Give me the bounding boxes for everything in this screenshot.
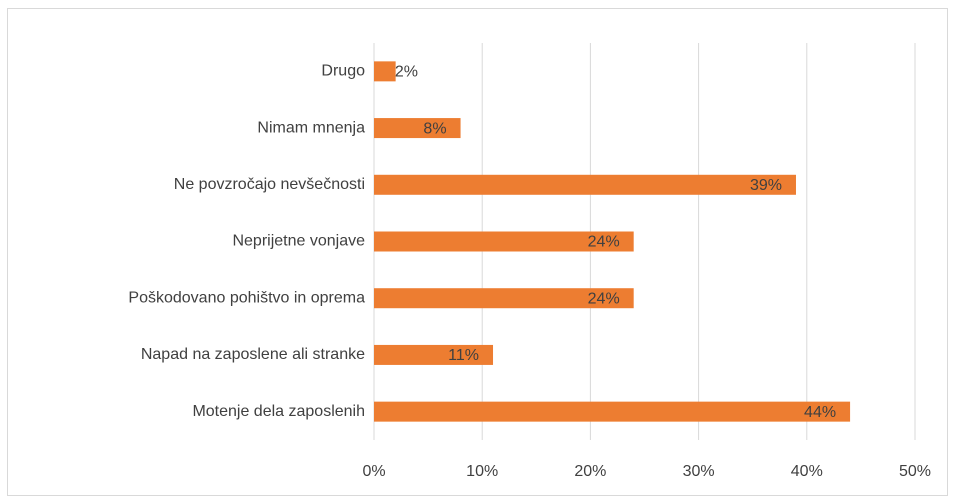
data-label: 24% xyxy=(588,234,620,251)
x-tick-label: 50% xyxy=(899,463,931,480)
y-tick-label: Motenje dela zaposlenih xyxy=(192,403,365,420)
bar xyxy=(374,231,634,252)
bar xyxy=(374,401,851,422)
bar xyxy=(374,174,796,195)
x-tick-label: 40% xyxy=(791,463,823,480)
x-tick-label: 30% xyxy=(683,463,715,480)
y-tick-label: Poškodovano pohištvo in oprema xyxy=(128,289,365,306)
bar xyxy=(374,344,494,365)
x-tick-label: 0% xyxy=(362,463,385,480)
data-label: 2% xyxy=(395,64,418,81)
x-tick-label: 20% xyxy=(574,463,606,480)
bar xyxy=(374,288,634,309)
data-label: 8% xyxy=(423,120,446,137)
x-tick-label: 10% xyxy=(466,463,498,480)
bar xyxy=(374,118,461,139)
y-tick-label: Drugo xyxy=(321,63,365,80)
data-label: 44% xyxy=(804,404,836,421)
data-label: 39% xyxy=(750,177,782,194)
data-label: 11% xyxy=(448,347,479,364)
y-tick-label: Nimam mnenja xyxy=(257,119,365,136)
bar xyxy=(374,61,396,82)
y-tick-label: Napad na zaposlene ali stranke xyxy=(141,346,365,363)
y-tick-label: Ne povzročajo nevšečnosti xyxy=(174,176,365,193)
data-label: 24% xyxy=(588,290,620,307)
y-tick-label: Neprijetne vonjave xyxy=(232,233,365,250)
